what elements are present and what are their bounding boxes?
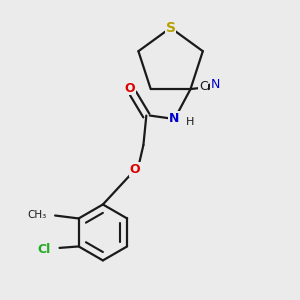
Text: Cl: Cl [38,243,51,256]
Text: C: C [199,80,208,93]
Text: CH₃: CH₃ [28,210,47,220]
Text: O: O [125,82,136,95]
Text: H: H [185,117,194,127]
Text: N: N [169,112,179,125]
Text: O: O [130,163,140,176]
Text: S: S [166,21,176,35]
Text: N: N [211,78,220,91]
